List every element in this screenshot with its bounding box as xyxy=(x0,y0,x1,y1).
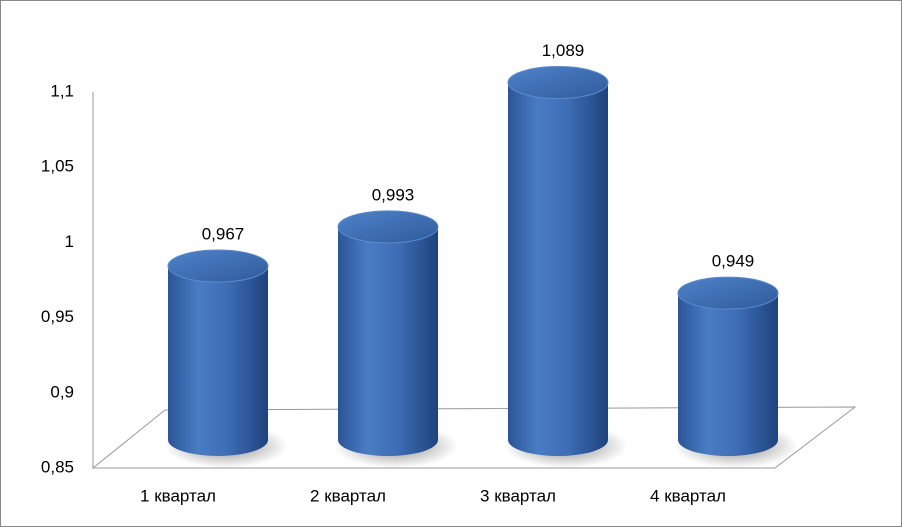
y-tick-label: 0,95 xyxy=(41,307,74,326)
bar-top xyxy=(337,210,439,244)
bar xyxy=(168,266,268,456)
bar xyxy=(338,226,438,456)
bar-top xyxy=(677,276,779,310)
bar-top xyxy=(507,66,609,100)
bar xyxy=(678,293,778,456)
y-tick-label: 0,9 xyxy=(50,382,74,401)
data-label: 0,993 xyxy=(372,185,415,204)
bar-top xyxy=(167,249,269,283)
floor xyxy=(91,406,857,469)
x-tick-label: 2 квартал xyxy=(310,486,386,505)
x-tick-label: 1 квартал xyxy=(140,486,216,505)
bar xyxy=(508,82,608,456)
y-tick-label: 1,1 xyxy=(50,81,74,100)
x-tick-label: 3 квартал xyxy=(480,486,556,505)
y-tick-label: 1,05 xyxy=(41,157,74,176)
data-label: 0,967 xyxy=(202,225,245,244)
data-label: 1,089 xyxy=(542,41,585,60)
y-tick-label: 1 xyxy=(65,232,74,251)
data-label: 0,949 xyxy=(712,252,755,271)
y-tick-label: 0,85 xyxy=(41,457,74,476)
x-tick-label: 4 квартал xyxy=(650,486,726,505)
